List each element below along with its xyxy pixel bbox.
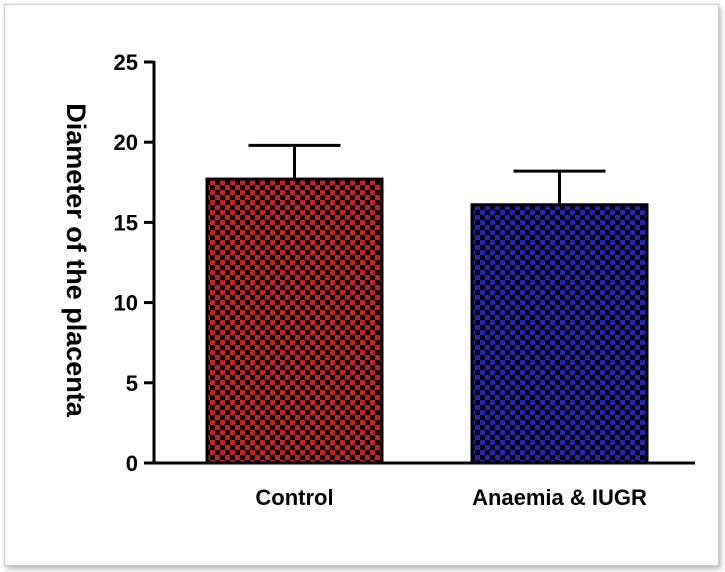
y-tick-label: 5 (126, 371, 138, 396)
x-category-label: Anaemia & IUGR (472, 485, 647, 510)
bar-control (205, 177, 384, 465)
bars-group (205, 177, 649, 465)
y-tick-label: 20 (114, 130, 138, 155)
y-axis-title: Diameter of the placenta (61, 103, 91, 418)
error-bars-group (248, 143, 606, 205)
x-category-label: Control (255, 485, 333, 510)
y-tick-label: 10 (114, 291, 138, 316)
y-tick-label: 15 (114, 210, 138, 235)
x-labels-group: Control Anaemia & IUGR (255, 485, 647, 510)
bar-anaemia-iugr (470, 203, 649, 465)
y-tick-label: 0 (126, 451, 138, 476)
y-ticks-group: 0 5 10 15 20 25 (114, 50, 154, 476)
y-tick-label: 25 (114, 50, 138, 75)
chart-frame: Diameter of the placenta 0 5 10 15 20 25 Cont… (4, 4, 719, 566)
bar-chart: Diameter of the placenta 0 5 10 15 20 25 Cont… (61, 50, 695, 510)
